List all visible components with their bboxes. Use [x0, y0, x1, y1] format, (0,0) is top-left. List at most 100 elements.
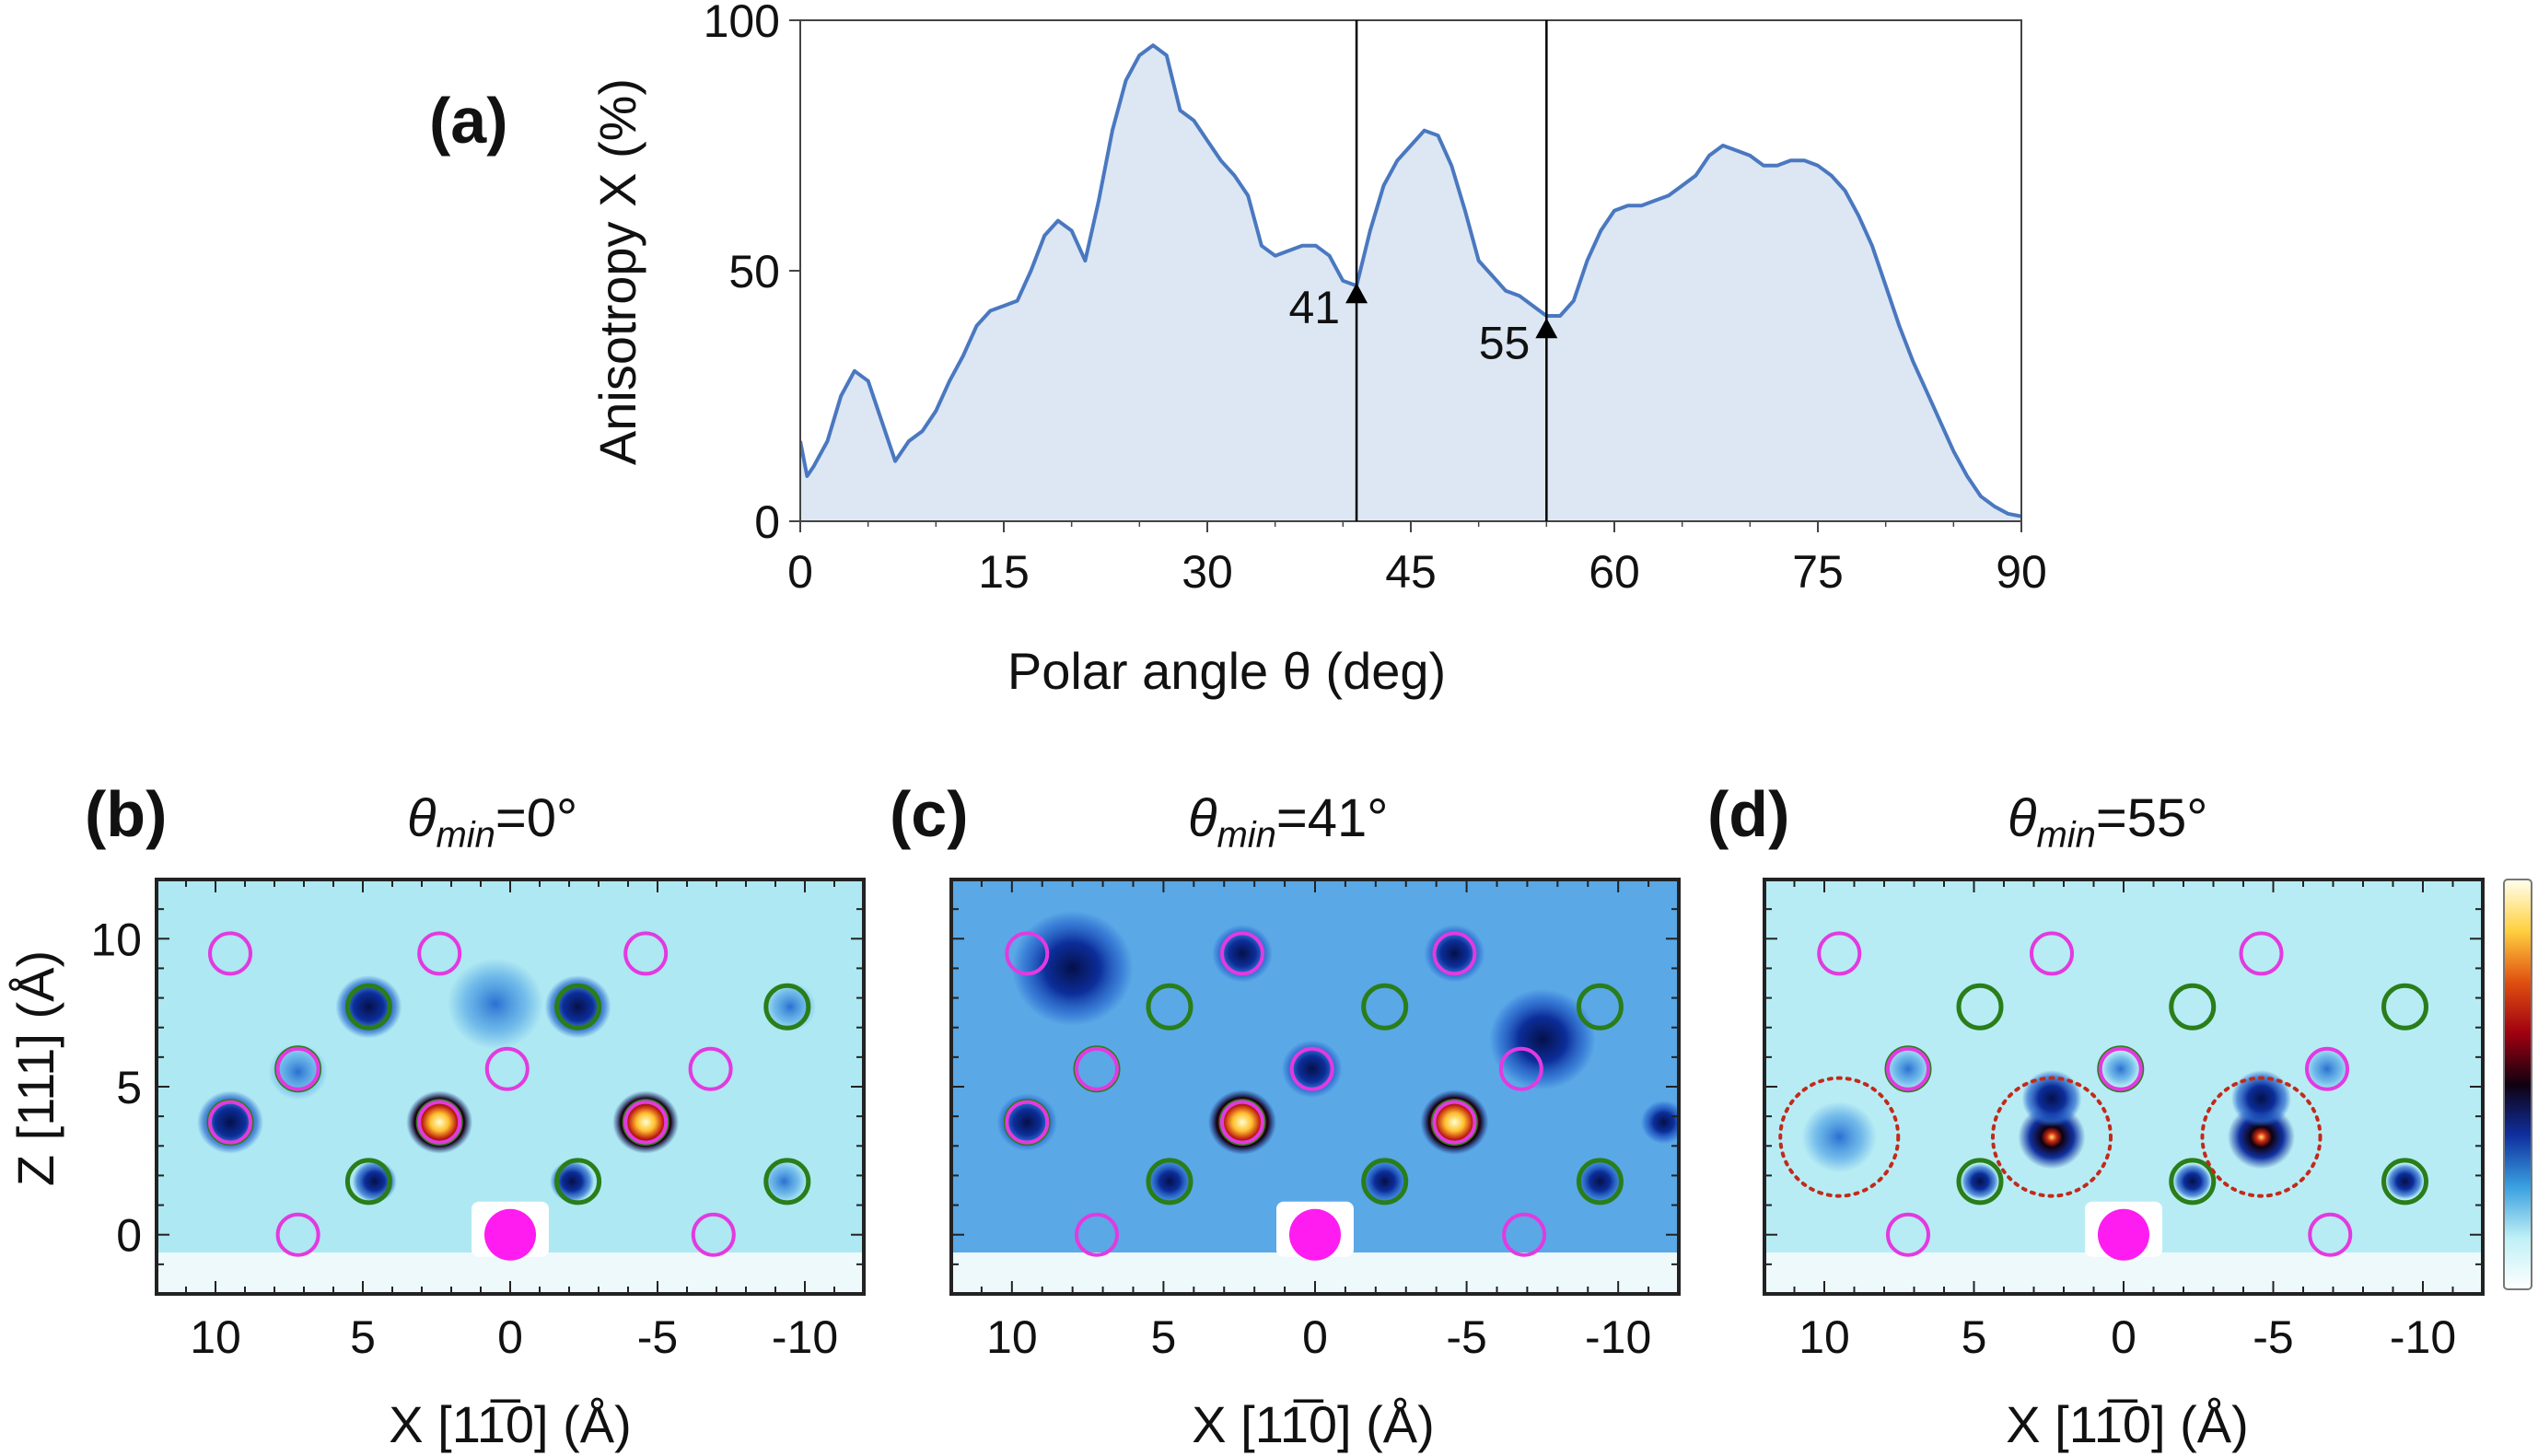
x-tick-label: -5 [637, 1311, 678, 1363]
intensity-blob [1640, 1101, 1679, 1145]
panel-d: (d) θmin=55° X [11̅0] (Å) 10 5 0 -5 -10 [1707, 778, 2485, 1453]
intensity-blob [1362, 1159, 1408, 1204]
heatmap-area [1764, 879, 2483, 1294]
atom-circle-magenta [1886, 1046, 1930, 1091]
panel-c-title-value: =41° [1276, 788, 1389, 848]
atom-circle-green [1146, 1158, 1193, 1206]
x-tick-label: 45 [1385, 546, 1437, 598]
atom-circle-magenta [1220, 1100, 1264, 1145]
intensity-blob [2101, 1051, 2140, 1088]
x-tick-label: 10 [190, 1311, 241, 1363]
panel-c: (c) θmin=41° X [11̅0] (Å) 10 5 0 -5 -10 [890, 778, 1681, 1453]
panel-a-label: (a) [429, 85, 508, 157]
atom-circle-green [2169, 1158, 2217, 1206]
intensity-blob [1801, 1101, 1877, 1173]
intensity-blob [1961, 1163, 1999, 1200]
atom-circle-green [554, 983, 602, 1031]
atom-circle-magenta [417, 931, 462, 976]
atom-circle-green [1576, 983, 1624, 1031]
intensity-blob [1147, 1159, 1193, 1204]
atom-circle-magenta [1432, 931, 1477, 976]
panel-a-xlabel: Polar angle θ (deg) [1007, 642, 1446, 700]
atom-circle-magenta [484, 1046, 530, 1091]
panel-a-ticks: 41 55 0 15 30 45 60 75 90 0 50 100 [704, 0, 2047, 598]
panel-c-xlabel: X [11̅0] (Å) [1192, 1395, 1435, 1453]
atom-circle-magenta [1432, 1100, 1477, 1145]
atom-circle-magenta [1075, 1046, 1119, 1091]
atom-circle-green [2381, 983, 2428, 1031]
atom-circle-magenta [1005, 931, 1050, 976]
y-tick-label: 5 [116, 1062, 142, 1113]
panel-d-xlabel: X [11̅0] (Å) [2006, 1395, 2249, 1453]
panel-b-ylabel: Z [111] (Å) [6, 950, 64, 1186]
atom-circle-magenta [688, 1046, 733, 1091]
panel-a: (a) Anisotropy X (%) Polar angle θ (deg)… [429, 0, 2047, 700]
panel-b-label: (b) [85, 778, 167, 850]
atom-circle-magenta [275, 1046, 320, 1091]
x-tick-label: -5 [2253, 1311, 2293, 1363]
x-tick-label: 90 [1996, 546, 2047, 598]
intensity-blob [1207, 1089, 1277, 1155]
intensity-blob [2231, 1069, 2291, 1127]
atom-circle-magenta [623, 1100, 669, 1145]
y-tick-label: 50 [728, 246, 780, 297]
intensity-blob [2386, 1163, 2424, 1200]
anisotropy-line [800, 43, 2021, 518]
panel-b-xlabel: X [11̅0] (Å) [389, 1395, 632, 1453]
panel-a-ylabel: Anisotropy X (%) [588, 78, 646, 465]
x-tick-label: 5 [1962, 1311, 1987, 1363]
intensity-blob [1577, 1159, 1624, 1204]
intensity-blob [762, 1160, 807, 1203]
panel-c-label: (c) [890, 778, 969, 850]
panel-a-plot [800, 43, 2021, 521]
x-tick-label: 15 [978, 546, 1030, 598]
panel-b-title-symbol: θ [407, 788, 436, 848]
x-tick-label: 0 [787, 546, 813, 598]
atom-circle-magenta [1886, 1212, 1930, 1257]
emitter-atom [1289, 1208, 1341, 1261]
emitter-atom [2098, 1208, 2149, 1261]
x-tick-label: -10 [2390, 1311, 2456, 1363]
atom-circle-green [2381, 1158, 2428, 1206]
atom-circle-green [1956, 1158, 2004, 1206]
heatmap-ticks: 10 5 0 -5 -10 [950, 879, 1680, 1363]
atom-circle-green [1361, 983, 1409, 1031]
atom-circle-green [763, 983, 811, 1031]
scattering-region-circle [1991, 1076, 2113, 1198]
y-tick-label: 0 [116, 1210, 142, 1262]
minimum-marker-label: 41 [1288, 282, 1340, 333]
atom-circle-magenta [1817, 931, 1862, 976]
panel-d-title-sub: min [2036, 815, 2095, 856]
x-tick-label: 0 [2111, 1311, 2136, 1363]
atom-circle-magenta [1289, 1046, 1334, 1091]
panel-d-title-value: =55° [2096, 788, 2208, 848]
heatmap-area [951, 879, 1679, 1294]
atom-circle-magenta [1005, 1100, 1050, 1145]
atom-circle-magenta [208, 931, 252, 976]
panel-d-label: (d) [1707, 778, 1789, 850]
panel-c-title-symbol: θ [1188, 788, 1217, 848]
x-tick-label: 5 [350, 1311, 376, 1363]
atom-circle-magenta [2239, 931, 2284, 976]
atom-circle-magenta [275, 1212, 320, 1257]
atom-circle-magenta [623, 931, 669, 976]
y-tick-label: 0 [754, 496, 780, 548]
intensity-blob [2304, 1047, 2350, 1090]
atom-circle-green [344, 1158, 392, 1206]
x-tick-label: 60 [1589, 546, 1640, 598]
scattering-region-circle [1778, 1076, 1901, 1198]
x-tick-label: -10 [772, 1311, 838, 1363]
atom-circle-green [1576, 1158, 1624, 1206]
x-tick-label: -5 [1446, 1311, 1486, 1363]
atom-circle-green [1146, 983, 1193, 1031]
atom-circle-magenta [2305, 1046, 2349, 1091]
emitter-atom [484, 1208, 536, 1261]
x-tick-label: 0 [1302, 1311, 1328, 1363]
atom-circle-magenta [1502, 1212, 1547, 1257]
x-tick-label: 5 [1151, 1311, 1177, 1363]
atom-circle-magenta [1220, 931, 1264, 976]
atom-circle-green [344, 983, 392, 1031]
atom-circle-green [1361, 1158, 1409, 1206]
panel-b: (b) θmin=0° Z [111] (Å) X [11̅0] (Å) 10 5… [6, 778, 866, 1453]
intensity-blob [2173, 1163, 2212, 1200]
